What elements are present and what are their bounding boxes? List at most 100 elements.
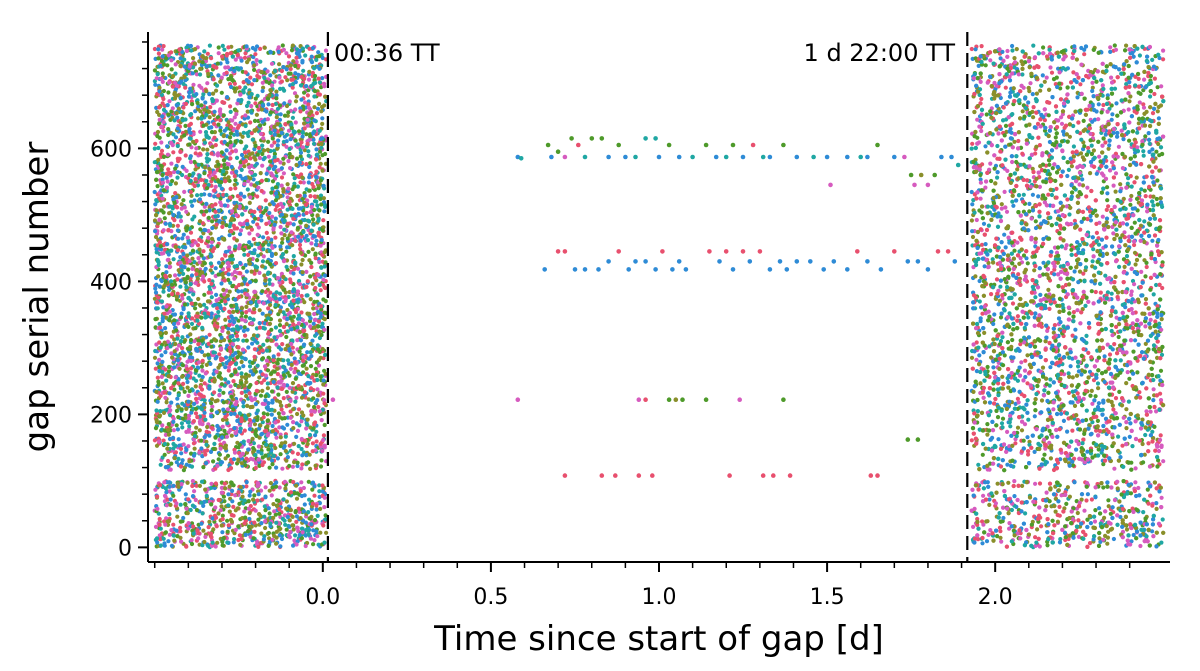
data-point [291,420,296,425]
data-point [205,424,210,430]
data-point [191,292,196,297]
data-point [192,260,197,265]
data-point [252,307,257,312]
data-point [201,123,206,128]
data-point [280,425,285,430]
data-point [208,268,213,273]
data-point [170,106,175,111]
data-point [256,544,261,550]
data-point [272,273,277,278]
data-point [153,202,158,207]
data-point [276,357,281,362]
data-point [182,57,187,62]
data-point [275,456,280,461]
data-point [275,372,280,377]
data-point [165,179,170,184]
data-point [321,437,326,443]
data-point [320,228,325,233]
data-point [316,319,322,324]
data-point [216,365,221,370]
data-point [157,135,162,140]
data-point [287,146,292,152]
data-point [258,59,263,64]
data-point [233,57,238,62]
data-point [219,490,224,495]
data-point [173,450,178,455]
data-point [161,96,166,102]
data-point [302,328,307,333]
data-point [312,89,318,94]
data-point [174,328,179,333]
data-point [249,321,255,326]
data-point [175,358,180,363]
data-point [291,407,296,412]
data-point [302,342,307,347]
data-point [314,429,319,434]
data-point [184,226,190,231]
data-point [285,514,290,520]
data-point [215,540,220,545]
data-point [222,306,227,311]
data-point [315,387,320,392]
data-point [203,100,208,105]
data-point [200,270,205,275]
data-point [188,282,193,287]
data-point [176,211,181,216]
data-point [274,191,279,196]
data-point [257,308,262,313]
data-point [266,506,271,511]
data-point [220,272,225,277]
data-point [286,54,292,59]
data-point [301,509,306,514]
data-point [230,284,235,289]
data-point [275,361,280,366]
data-point [248,257,253,262]
data-point [197,450,202,455]
data-point [309,84,314,89]
data-point [189,301,194,306]
data-point [260,259,266,264]
data-point [215,324,220,329]
data-point [185,511,190,516]
data-point [285,316,290,321]
data-point [214,222,219,227]
data-point [315,347,321,352]
data-point [280,386,285,391]
data-point [319,145,324,150]
data-point [243,318,248,323]
data-point [269,412,274,417]
data-point [274,435,279,440]
data-point [224,434,230,439]
data-point [173,62,178,67]
data-point [232,276,237,281]
data-point [201,231,206,236]
data-point [286,159,291,164]
data-point [236,524,241,529]
data-point [285,182,290,187]
data-point [270,200,275,205]
data-point [307,432,313,438]
data-point [293,238,298,243]
data-point [179,539,184,544]
data-point [296,211,301,217]
data-point [220,43,225,49]
data-point [288,366,293,371]
data-point [200,60,205,65]
data-point [221,400,226,405]
data-point [260,388,265,393]
data-point [228,156,233,161]
data-point [196,296,201,302]
data-point [321,297,326,302]
data-point [291,271,296,276]
data-point [266,270,271,275]
data-point [270,173,275,178]
data-point [166,132,171,138]
data-point [312,325,317,330]
data-point [322,250,327,255]
data-point [205,147,210,152]
data-point [216,193,221,198]
data-point [293,366,298,371]
data-point [244,456,249,461]
data-point [162,311,167,316]
data-point [197,219,203,224]
